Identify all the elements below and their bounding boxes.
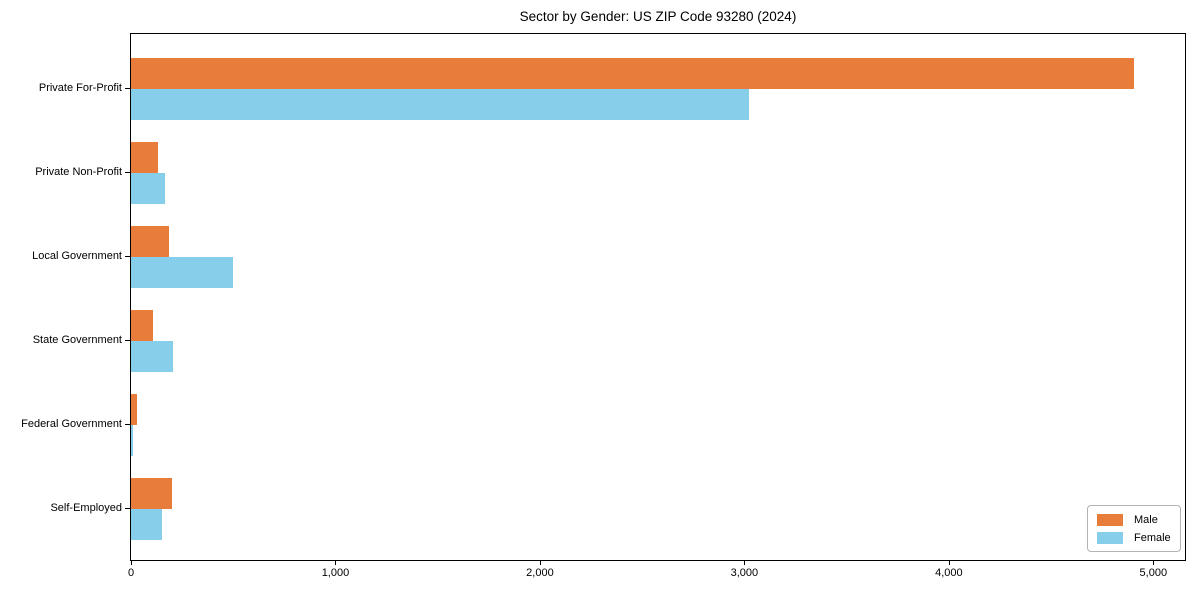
ytick-label: Self-Employed xyxy=(50,502,122,514)
xtick-mark xyxy=(1153,561,1155,565)
legend-label-female: Female xyxy=(1134,531,1171,544)
legend-item-female: Female xyxy=(1097,531,1171,544)
xtick-mark xyxy=(131,561,132,565)
bar-male-3 xyxy=(131,226,169,257)
ytick-mark xyxy=(125,508,130,509)
bar-female-6 xyxy=(131,509,162,540)
ytick-label: State Government xyxy=(32,334,122,346)
xtick-label: 2,000 xyxy=(526,567,554,579)
ytick-mark xyxy=(125,340,130,341)
chart-title: Sector by Gender: US ZIP Code 93280 (202… xyxy=(519,9,797,24)
bar-female-4 xyxy=(131,341,173,372)
xtick-label: 3,000 xyxy=(730,567,759,579)
bar-male-4 xyxy=(131,310,154,341)
xtick-mark xyxy=(335,561,337,565)
ytick-mark xyxy=(125,424,130,425)
xtick-mark xyxy=(539,561,541,565)
ytick-mark xyxy=(125,172,130,173)
ytick-label: Federal Government xyxy=(21,418,122,430)
xtick-label: 5,000 xyxy=(1139,567,1168,579)
bar-male-5 xyxy=(131,394,138,425)
xtick-label: 4,000 xyxy=(935,567,963,579)
male-swatch-icon xyxy=(1097,513,1123,526)
legend-label-male: Male xyxy=(1134,513,1158,526)
legend: Male Female xyxy=(1087,505,1181,552)
plot-area xyxy=(130,33,1186,561)
xtick-label: 1,000 xyxy=(321,567,350,579)
xtick-label: 0 xyxy=(127,567,135,579)
ytick-label: Private For-Profit xyxy=(38,82,122,94)
female-swatch-icon xyxy=(1097,531,1123,544)
ytick-mark xyxy=(125,256,130,257)
xtick-mark xyxy=(948,561,950,565)
bar-female-3 xyxy=(131,257,234,288)
bar-male-2 xyxy=(131,142,158,173)
ytick-mark xyxy=(125,88,130,89)
bar-male-6 xyxy=(131,478,172,509)
ytick-label: Private Non-Profit xyxy=(35,166,122,178)
bar-female-2 xyxy=(131,173,165,204)
legend-item-male: Male xyxy=(1097,513,1171,526)
xtick-mark xyxy=(744,561,746,565)
bar-male-1 xyxy=(131,58,1134,89)
ytick-label: Local Government xyxy=(32,250,122,262)
bar-female-1 xyxy=(131,89,750,120)
bar-female-5 xyxy=(131,425,133,456)
